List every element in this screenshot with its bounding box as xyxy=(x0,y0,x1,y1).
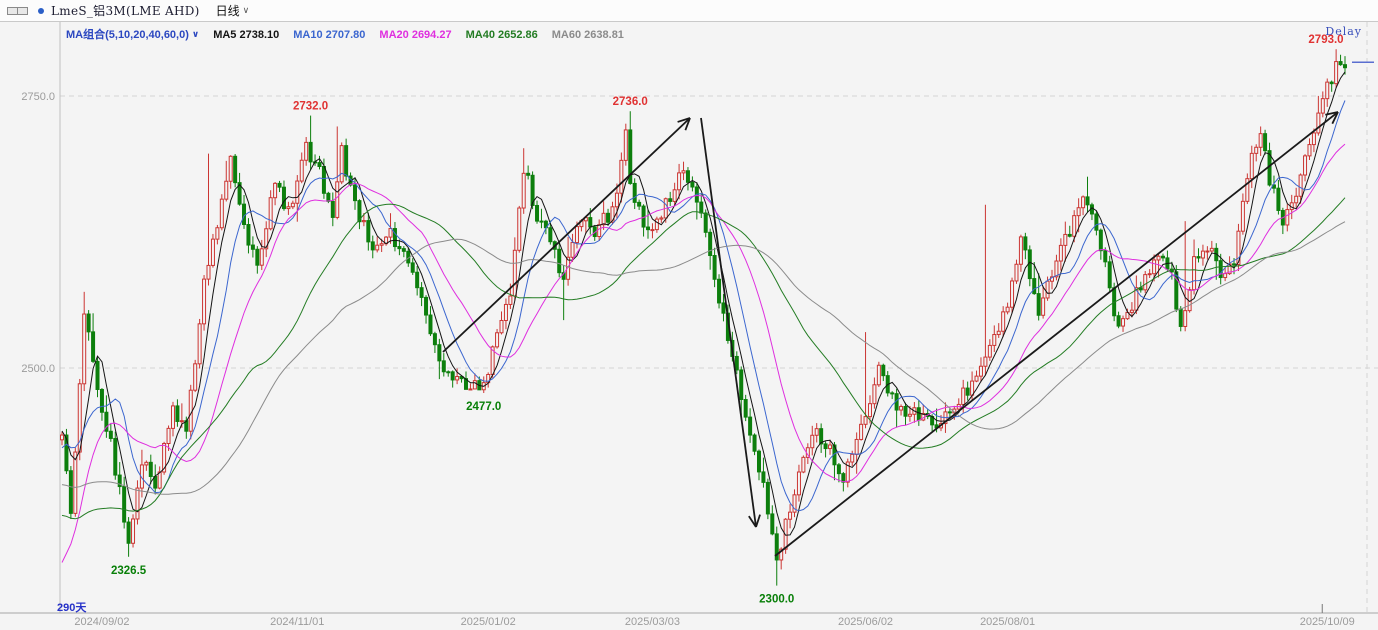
ma-value: MA40 2652.86 xyxy=(465,29,538,41)
x-axis-label: 2024/11/01 xyxy=(270,616,324,628)
plot-background xyxy=(0,22,1378,613)
ma-group-dropdown[interactable]: MA组合(5,10,20,40,60,0) xyxy=(66,26,199,42)
trend-arrows xyxy=(442,111,1339,557)
price-annotation: 2736.0 xyxy=(613,96,648,108)
price-annotation: 2326.5 xyxy=(111,565,147,577)
ma-group-label: MA组合(5,10,20,40,60,0) xyxy=(66,29,189,41)
split-panes-icon[interactable] xyxy=(7,6,28,15)
trend-arrow xyxy=(700,117,761,528)
price-annotation: 2300.0 xyxy=(759,594,794,606)
x-axis-label: 2025/10/09 xyxy=(1300,616,1355,628)
gridlines: 2750.0 2500.0 xyxy=(21,91,1378,375)
x-axis-label: 2025/03/03 xyxy=(625,616,680,628)
delay-badge: Delay xyxy=(1325,25,1362,38)
bar-count-label: 290天 xyxy=(57,602,87,614)
trend-arrow xyxy=(442,117,691,353)
chevron-down-icon xyxy=(192,30,199,39)
y-axis-label: 2500.0 xyxy=(21,363,55,375)
x-axis-label: 2025/06/02 xyxy=(838,616,893,628)
ma-line-40 xyxy=(61,197,1346,520)
y-axis-label: 2750.0 xyxy=(21,91,55,103)
instrument-bullet-icon xyxy=(38,7,44,14)
ma-value: MA20 2694.27 xyxy=(379,29,452,41)
period-label: 日线 xyxy=(215,4,240,18)
x-axis-labels: 2024/09/02 2024/11/01 2025/01/02 2025/03/03… xyxy=(74,604,1355,628)
period-dropdown[interactable]: 日线 xyxy=(216,2,250,19)
x-axis-label: 2025/08/01 xyxy=(980,616,1035,628)
ma-line-60 xyxy=(61,221,1346,495)
ma-lines xyxy=(61,71,1346,563)
price-annotation: 2477.0 xyxy=(466,401,501,413)
trend-arrow xyxy=(774,111,1339,557)
price-annotations: 2732.0 2736.0 2793.0 2326.5 2477.0 2300.0 xyxy=(111,34,1344,605)
ma-value: MA10 2707.80 xyxy=(293,29,366,41)
ma-line-20 xyxy=(61,143,1346,563)
price-annotation: 2793.0 xyxy=(1308,34,1343,46)
price-annotation: 2732.0 xyxy=(293,101,328,113)
x-axis-label: 2024/09/02 xyxy=(74,616,129,628)
candlesticks xyxy=(60,49,1347,586)
titlebar: LmeS_铝3M(LME AHD) 日线 xyxy=(0,0,1378,22)
ma-legend-row: MA组合(5,10,20,40,60,0) MA5 2738.10 MA10 27… xyxy=(66,26,638,42)
instrument-title: LmeS_铝3M(LME AHD) xyxy=(51,4,200,18)
x-axis-label: 2025/01/02 xyxy=(461,616,516,628)
ma-values: MA5 2738.10 MA10 2707.80 MA20 2694.27 MA40 … xyxy=(213,29,638,41)
ma-line-10 xyxy=(61,100,1346,512)
ma-value: MA60 2638.81 xyxy=(551,29,624,41)
ma-value: MA5 2738.10 xyxy=(213,29,280,41)
